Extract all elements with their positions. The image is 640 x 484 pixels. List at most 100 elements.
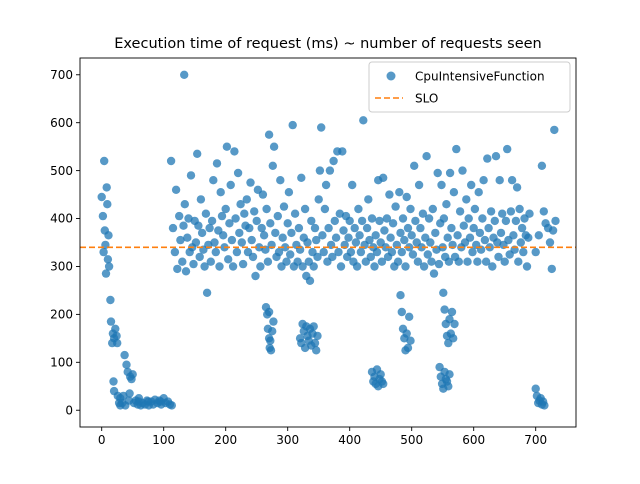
plot-frame	[79, 57, 577, 428]
x-tick-label: 0	[98, 433, 106, 447]
data-point	[418, 209, 428, 218]
data-point	[393, 257, 403, 266]
data-point	[125, 389, 134, 398]
data-point	[312, 235, 321, 245]
data-point	[281, 243, 290, 252]
data-point	[531, 247, 540, 257]
data-point	[388, 219, 398, 228]
data-point	[397, 307, 406, 317]
data-point	[263, 257, 273, 266]
data-point	[385, 190, 394, 199]
data-point	[156, 397, 165, 406]
x-tick-label: 200	[214, 433, 237, 447]
data-point	[250, 207, 259, 216]
data-point	[313, 331, 322, 341]
data-point	[288, 120, 297, 130]
data-point	[344, 233, 353, 242]
data-point	[206, 257, 215, 266]
data-point	[266, 219, 275, 228]
data-point	[103, 255, 113, 264]
data-point	[496, 228, 506, 238]
data-point	[268, 161, 277, 170]
x-tick-label: 500	[400, 433, 423, 447]
data-point	[408, 250, 418, 259]
data-point	[317, 123, 326, 132]
data-point	[197, 228, 207, 238]
data-point	[324, 223, 333, 233]
data-point	[494, 252, 503, 262]
data-point	[273, 211, 282, 221]
x-tick-label: 300	[276, 433, 299, 447]
y-tick-label: 700	[50, 68, 73, 82]
data-point	[375, 216, 384, 226]
data-point	[106, 317, 116, 326]
data-point	[248, 252, 258, 262]
data-point	[309, 322, 318, 331]
data-point	[321, 180, 331, 190]
data-point	[111, 324, 120, 333]
data-point	[437, 180, 446, 190]
data-point	[522, 262, 532, 271]
data-point	[170, 247, 180, 257]
legend-marker-cpuintensivefunction	[386, 71, 396, 81]
data-point	[103, 200, 112, 209]
data-point	[387, 247, 397, 257]
data-point	[257, 223, 266, 233]
legend-label-cpuintensivefunction: CpuIntensiveFunction	[415, 70, 545, 84]
data-point	[175, 211, 184, 221]
data-point	[351, 238, 361, 247]
data-point	[357, 216, 367, 226]
data-point	[506, 207, 516, 216]
data-point	[278, 233, 287, 242]
data-point	[403, 343, 413, 353]
data-point	[102, 183, 111, 192]
legend-frame	[368, 61, 571, 113]
points-layer	[97, 70, 560, 410]
data-point	[356, 247, 366, 257]
data-point	[424, 214, 434, 223]
data-point	[433, 168, 442, 178]
data-point	[431, 228, 440, 238]
data-point	[474, 188, 483, 197]
data-point	[104, 231, 113, 240]
data-point	[307, 216, 316, 226]
data-point	[269, 142, 279, 151]
data-point	[334, 247, 343, 257]
data-point	[181, 267, 191, 276]
data-point	[400, 235, 409, 245]
data-point	[382, 214, 392, 223]
data-point	[227, 235, 237, 245]
data-point	[106, 295, 115, 305]
data-point	[406, 336, 415, 345]
data-point	[312, 346, 321, 355]
data-point	[300, 204, 310, 214]
data-point	[514, 257, 523, 266]
data-point	[442, 200, 451, 209]
data-point	[318, 231, 327, 240]
data-point	[525, 209, 534, 218]
data-point	[346, 247, 356, 257]
data-point	[439, 288, 448, 297]
data-point	[453, 231, 462, 240]
data-point	[219, 231, 228, 240]
data-point	[534, 231, 543, 240]
data-point	[411, 216, 420, 226]
data-point	[537, 161, 547, 170]
data-point	[215, 262, 224, 271]
data-point	[189, 259, 198, 269]
data-point	[450, 319, 459, 329]
data-point	[205, 223, 214, 233]
data-point	[452, 144, 461, 154]
data-point	[99, 247, 108, 257]
data-point	[550, 125, 559, 135]
data-point	[419, 262, 429, 271]
data-point	[104, 262, 114, 271]
data-point	[464, 214, 473, 223]
data-point	[449, 334, 458, 343]
y-tick-label: 600	[50, 116, 73, 130]
data-point	[231, 214, 240, 223]
data-point	[469, 223, 478, 233]
data-point	[134, 394, 144, 403]
data-point	[235, 228, 244, 238]
data-point	[310, 223, 320, 233]
